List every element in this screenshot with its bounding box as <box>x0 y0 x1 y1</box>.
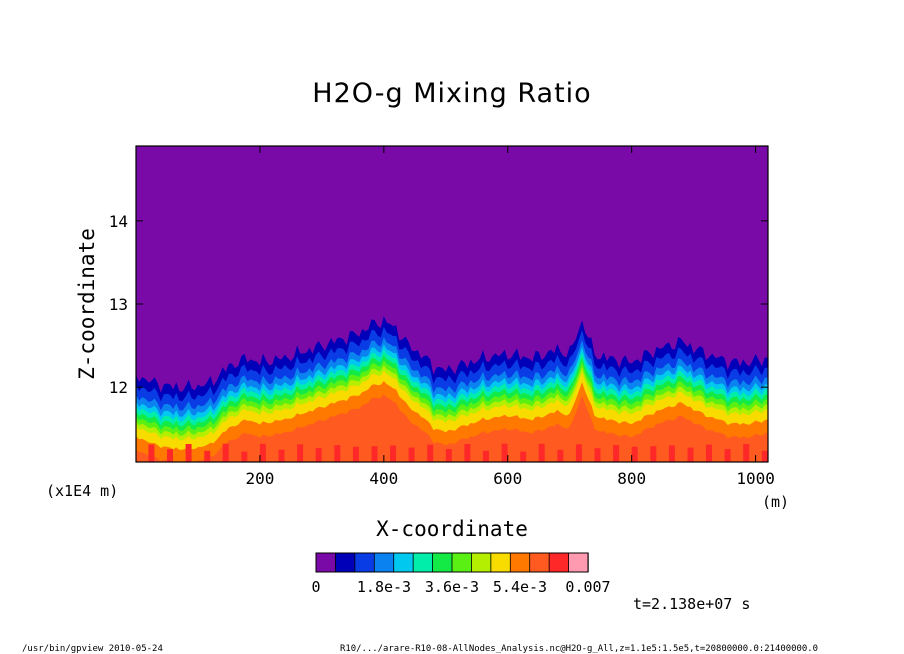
colorbar-swatch <box>568 552 589 573</box>
contour-spike <box>538 443 545 462</box>
contour-spike <box>668 445 675 462</box>
y-tick-label: 14 <box>109 212 128 231</box>
colorbar-swatch <box>471 552 492 573</box>
contour-spike <box>259 443 266 462</box>
y-tick-label: 13 <box>109 295 128 314</box>
x-tick-label: 600 <box>493 469 522 488</box>
contour-spike <box>222 443 229 462</box>
x-tick-label: 800 <box>617 469 646 488</box>
x-tick-label: 200 <box>245 469 274 488</box>
contour-spike <box>185 444 192 462</box>
contour-spike <box>613 445 620 462</box>
contour-spike <box>687 447 694 462</box>
contour-spike <box>445 449 452 462</box>
y-tick-label: 12 <box>109 378 128 397</box>
colorbar-tick-label: 3.6e-3 <box>425 578 479 596</box>
contour-spike <box>408 447 415 462</box>
x-tick-label: 1000 <box>736 469 775 488</box>
time-label: t=2.138e+07 s <box>633 595 750 613</box>
colorbar-tick-label: 1.8e-3 <box>357 578 411 596</box>
x-axis-ticks: 200 400 600 800 1000 <box>245 146 775 488</box>
x-axis-label: X-coordinate <box>376 517 528 541</box>
colorbar-swatch <box>393 552 414 573</box>
x-tick-label: 400 <box>369 469 398 488</box>
colorbar-swatch <box>509 552 531 573</box>
colorbar-swatch <box>354 552 375 573</box>
contour-spike <box>483 450 489 462</box>
colorbar-swatch <box>529 552 550 573</box>
contour-spike <box>743 444 750 462</box>
contour-spike <box>724 449 731 462</box>
colorbar-swatch <box>490 552 511 573</box>
contour-spike <box>334 445 341 462</box>
contour-spike <box>594 448 601 462</box>
y-axis-label: Z-coordinate <box>75 228 99 380</box>
contour-spike <box>575 444 582 462</box>
colorbar-swatch <box>548 552 570 573</box>
x-axis-unit: (m) <box>762 493 789 511</box>
colorbar-swatch <box>373 552 395 573</box>
colorbar-tick-label: 0.007 <box>565 578 610 596</box>
contour-spike <box>204 450 211 462</box>
contour-spike <box>148 444 155 462</box>
footer-right: R10/.../arare-R10-08-AllNodes_Analysis.n… <box>340 644 818 654</box>
contour-bands <box>136 316 768 462</box>
colorbar-tick-label: 0 <box>311 578 320 596</box>
contour-spike <box>297 444 304 462</box>
colorbar-tick-labels: 0 1.8e-3 3.6e-3 5.4e-3 0.007 <box>311 578 610 596</box>
colorbar-swatch <box>451 552 473 573</box>
colorbar-frame <box>315 552 589 573</box>
contour-spike <box>650 446 657 462</box>
contour-spike <box>278 449 285 462</box>
contour-spike <box>464 444 471 462</box>
colorbar-swatch <box>432 552 453 573</box>
chart-title: H2O-g Mixing Ratio <box>312 78 591 109</box>
contour-spike <box>390 445 396 462</box>
contour-spike <box>706 444 712 462</box>
contour-spike <box>352 446 359 462</box>
colorbar <box>315 552 589 573</box>
contour-spike <box>631 446 638 462</box>
colorbar-swatch <box>412 552 434 573</box>
contour-spike <box>761 450 768 462</box>
contour-band-10 <box>136 394 768 462</box>
contour-spike <box>501 443 508 462</box>
contour-spike <box>371 446 378 462</box>
contour-spike <box>315 448 322 462</box>
contour-spike <box>520 451 527 462</box>
footer-left: /usr/bin/gpview 2010-05-24 <box>22 644 163 654</box>
contour-spike <box>167 449 173 462</box>
y-axis-unit: (x1E4 m) <box>46 482 118 500</box>
colorbar-swatch <box>335 552 356 573</box>
contour-spike <box>557 449 564 462</box>
colorbar-tick-label: 5.4e-3 <box>493 578 547 596</box>
contour-spike <box>427 444 434 462</box>
contour-spike <box>241 451 248 462</box>
y-axis-ticks: 12 13 14 <box>109 212 768 397</box>
colorbar-swatch <box>315 552 337 573</box>
